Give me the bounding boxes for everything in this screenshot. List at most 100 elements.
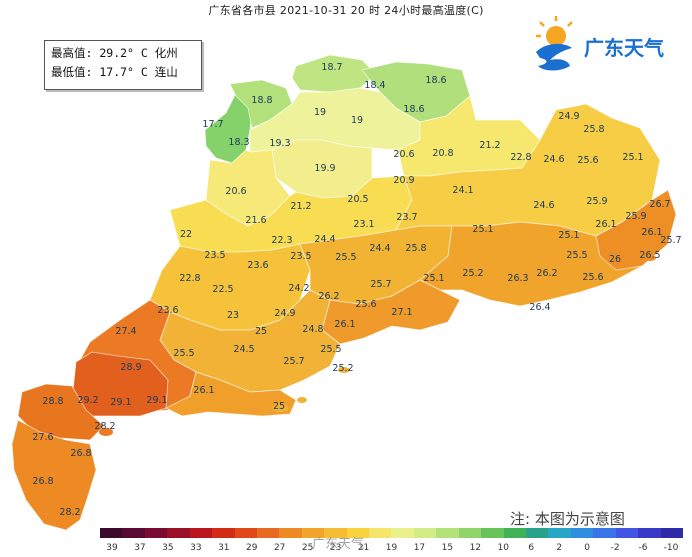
station-temperature-label: 26.4 — [529, 302, 550, 313]
station-temperature-label: 22.8 — [179, 273, 200, 284]
station-temperature-label: 20.8 — [432, 148, 453, 159]
legend-color-swatch — [391, 528, 414, 538]
legend-color-swatch — [593, 528, 616, 538]
station-temperature-label: 27.4 — [115, 326, 136, 337]
station-temperature-label: 29.1 — [146, 395, 167, 406]
station-temperature-label: 25.1 — [558, 230, 579, 241]
station-temperature-label: 21.2 — [479, 140, 500, 151]
disclaimer-note: 注: 本图为示意图 — [510, 510, 625, 528]
legend-tick-label: -6 — [638, 543, 648, 553]
legend-color-swatch — [324, 528, 347, 538]
station-temperature-label: 23.5 — [204, 250, 225, 261]
station-temperature-label: 18.3 — [228, 137, 249, 148]
legend-tick-label: 23 — [329, 543, 342, 553]
station-temperature-label: 25.1 — [423, 273, 444, 284]
legend-color-swatch — [279, 528, 302, 538]
station-temperature-label: 19 — [314, 107, 326, 118]
station-temperature-label: 18.7 — [321, 62, 342, 73]
legend-tick-label: 21 — [357, 543, 370, 553]
legend-color-swatch — [615, 528, 639, 538]
legend-tick-label: 37 — [134, 543, 146, 553]
station-temperature-label: 24.2 — [288, 283, 309, 294]
legend-color-swatch — [503, 528, 527, 538]
legend-color-swatch — [660, 528, 683, 538]
island-shangchuan — [272, 404, 288, 412]
station-temperature-label: 25.1 — [622, 152, 643, 163]
station-temperature-label: 25.7 — [370, 279, 391, 290]
station-temperature-label: 25 — [255, 326, 267, 337]
station-temperature-label: 28.2 — [59, 507, 80, 518]
legend-color-swatch — [167, 528, 190, 538]
station-temperature-label: 25.7 — [660, 235, 681, 246]
station-temperature-label: 26.8 — [32, 476, 53, 487]
station-temperature-label: 26.2 — [318, 291, 339, 302]
legend-color-swatch — [413, 528, 437, 538]
legend-tick-label: 12 — [469, 543, 482, 553]
station-temperature-label: 27.6 — [32, 432, 53, 443]
legend-color-swatch — [436, 528, 459, 538]
station-temperature-label: 29.1 — [110, 397, 131, 408]
max-temperature-line: 最高值: 29.2° C 化州 — [51, 46, 178, 60]
legend-color-swatch — [100, 528, 123, 538]
legend-color-swatch — [234, 528, 257, 538]
island-xiachuan — [297, 397, 307, 403]
color-legend-bar — [100, 528, 683, 538]
station-temperature-label: 23.7 — [396, 212, 417, 223]
station-temperature-label: 26.3 — [507, 273, 528, 284]
station-temperature-label: 25.5 — [320, 344, 341, 355]
legend-tick-label: -10 — [663, 543, 679, 553]
station-temperature-label: 26 — [609, 254, 621, 265]
station-temperature-label: 23.1 — [353, 219, 374, 230]
region-north-center — [291, 54, 377, 93]
legend-color-swatch — [369, 528, 392, 538]
station-temperature-label: 21.2 — [290, 201, 311, 212]
station-label-layer: 18.7 18.4 18.6 18.8 19 19 18.6 17.7 18.3 19.3 24.9… — [32, 62, 681, 518]
station-temperature-label: 27.1 — [391, 307, 412, 318]
legend-color-swatch — [256, 528, 280, 538]
station-temperature-label: 22.3 — [271, 235, 292, 246]
station-temperature-label: 29.2 — [77, 395, 98, 406]
station-temperature-label: 25.2 — [332, 363, 353, 374]
legend-tick-label: 33 — [190, 543, 202, 553]
station-temperature-label: 23.6 — [247, 260, 268, 271]
station-temperature-label: 24.6 — [533, 200, 554, 211]
station-temperature-label: 25.5 — [335, 252, 356, 263]
legend-tick-label: 19 — [385, 543, 398, 553]
legend-tick-label: 29 — [246, 543, 258, 553]
station-temperature-label: 19.3 — [269, 138, 290, 149]
station-temperature-label: 19 — [351, 115, 363, 126]
station-temperature-label: 24.1 — [452, 185, 473, 196]
color-legend-ticks: 39 37 35 33 31 29 27 25 23 21 19 17 15 12 10 6 2 0 -2 -6 -10 — [100, 543, 683, 557]
station-temperature-label: 25.9 — [586, 196, 607, 207]
station-temperature-label: 23 — [227, 310, 239, 321]
legend-tick-label: 17 — [413, 543, 426, 553]
station-temperature-label: 25.6 — [582, 272, 603, 283]
legend-color-swatch — [526, 528, 549, 538]
legend-tick-label: -2 — [610, 543, 620, 553]
station-temperature-label: 26.5 — [639, 250, 660, 261]
region-yangjiang — [165, 371, 297, 417]
station-temperature-label: 28.2 — [94, 421, 115, 432]
legend-tick-label: 10 — [497, 543, 510, 553]
station-temperature-label: 25.5 — [566, 250, 587, 261]
station-temperature-label: 26.1 — [193, 385, 214, 396]
station-temperature-label: 25.1 — [472, 224, 493, 235]
station-temperature-label: 22.8 — [510, 152, 531, 163]
legend-color-swatch — [122, 528, 145, 538]
station-temperature-label: 25.9 — [625, 211, 646, 222]
station-temperature-label: 24.5 — [233, 344, 254, 355]
station-temperature-label: 22.5 — [212, 284, 233, 295]
legend-tick-label: 15 — [441, 543, 454, 553]
station-temperature-label: 26.8 — [70, 448, 91, 459]
legend-color-swatch — [212, 528, 235, 538]
station-temperature-label: 28.9 — [120, 362, 141, 373]
legend-tick-label: 39 — [106, 543, 118, 553]
station-temperature-label: 18.6 — [403, 104, 424, 115]
station-temperature-label: 24.9 — [558, 111, 579, 122]
legend-tick-label: 25 — [301, 543, 314, 553]
sun-cloud-logo-icon — [536, 16, 573, 71]
logo-text: 广东天气 — [584, 36, 664, 60]
legend-color-swatch — [570, 528, 594, 538]
region-layer — [11, 54, 677, 531]
